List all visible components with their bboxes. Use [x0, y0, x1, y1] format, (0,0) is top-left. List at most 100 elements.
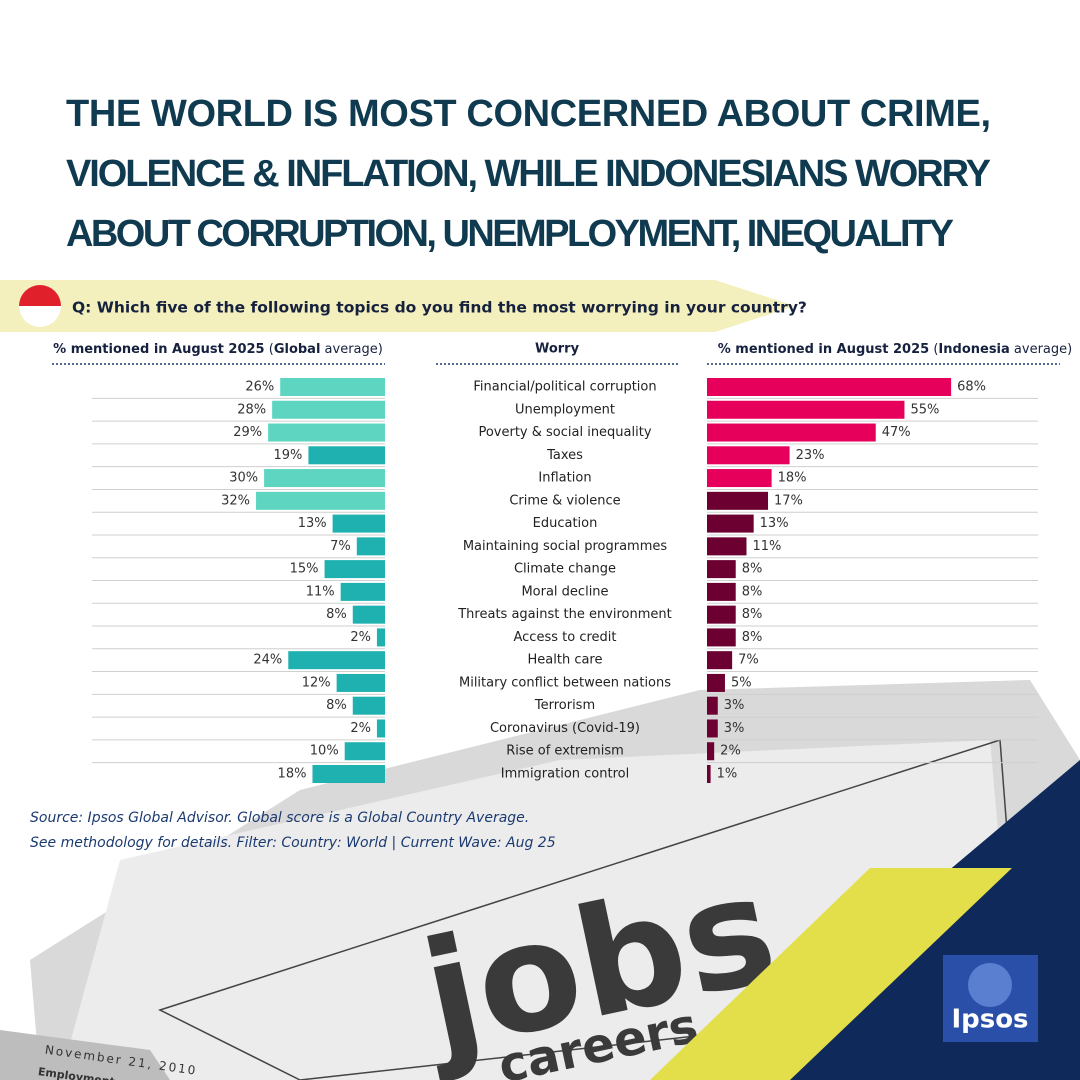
- bar: [336, 673, 385, 692]
- category-label: Health care: [528, 653, 603, 668]
- source-note: See methodology for details. Filter: Cou…: [30, 835, 556, 851]
- value-label: 12%: [302, 675, 331, 690]
- value-label: 17%: [774, 493, 803, 508]
- category-label: Moral decline: [521, 584, 608, 599]
- value-label: 8%: [742, 562, 763, 577]
- category-label: Crime & violence: [509, 493, 620, 508]
- logo-figure: [968, 963, 1012, 1007]
- bar: [707, 628, 736, 647]
- source-note: Source: Ipsos Global Advisor. Global sco…: [30, 810, 529, 826]
- logo-text: Ipsos: [951, 1005, 1028, 1035]
- bar: [707, 719, 718, 738]
- yellow-stripe: [650, 868, 1012, 1080]
- title-line: VIOLENCE & INFLATION, WHILE INDONESIANS …: [66, 153, 991, 195]
- bar: [308, 446, 385, 465]
- bar: [376, 628, 385, 647]
- value-label: 1%: [717, 767, 738, 782]
- value-label: 2%: [350, 630, 371, 645]
- bar: [376, 719, 385, 738]
- value-label: 2%: [720, 744, 741, 759]
- value-label: 8%: [742, 630, 763, 645]
- value-label: 7%: [738, 653, 759, 668]
- bar: [268, 423, 385, 442]
- bar: [707, 423, 876, 442]
- bar: [280, 378, 385, 396]
- value-label: 8%: [326, 698, 347, 713]
- bar: [707, 446, 790, 465]
- category-label: Access to credit: [514, 630, 617, 645]
- bar: [707, 514, 754, 533]
- bar: [707, 605, 736, 624]
- bar: [344, 742, 385, 761]
- value-label: 11%: [306, 584, 335, 599]
- bar: [707, 582, 736, 601]
- question: Q: Which five of the following topics do…: [72, 299, 807, 317]
- category-label: Maintaining social programmes: [463, 539, 668, 554]
- bar: [332, 514, 385, 533]
- bar: [707, 378, 952, 396]
- value-label: 5%: [731, 675, 752, 690]
- value-label: 26%: [245, 380, 274, 395]
- value-label: 10%: [310, 744, 339, 759]
- bar: [264, 469, 385, 488]
- category-label: Rise of extremism: [506, 744, 624, 759]
- value-label: 13%: [760, 516, 789, 531]
- value-label: 13%: [298, 516, 327, 531]
- value-label: 8%: [742, 584, 763, 599]
- category-label: Inflation: [538, 471, 591, 486]
- flag-red: [19, 285, 61, 306]
- category-label: Military conflict between nations: [459, 675, 671, 690]
- bar: [707, 560, 736, 579]
- value-label: 55%: [910, 402, 939, 417]
- value-label: 18%: [278, 767, 307, 782]
- category-label: Immigration control: [501, 767, 629, 782]
- header-part: % mentioned in August 2025: [718, 342, 929, 357]
- column-header: Worry: [535, 342, 580, 357]
- category-label: Terrorism: [534, 698, 595, 713]
- bar: [707, 651, 733, 670]
- value-label: 47%: [882, 425, 911, 440]
- header-part: (: [265, 342, 274, 357]
- category-label: Poverty & social inequality: [478, 425, 651, 440]
- value-label: 11%: [752, 539, 781, 554]
- category-label: Taxes: [546, 448, 583, 463]
- header-part: (: [929, 342, 938, 357]
- bar: [352, 605, 385, 624]
- bar: [707, 469, 772, 488]
- series-header: % mentioned in August 2025 (Global avera…: [53, 342, 383, 357]
- value-label: 24%: [253, 653, 282, 668]
- bar: [707, 696, 718, 715]
- value-label: 19%: [274, 448, 303, 463]
- header-part: Indonesia: [938, 342, 1009, 357]
- title-line: ABOUT CORRUPTION, UNEMPLOYMENT, INEQUALI…: [66, 213, 954, 255]
- value-label: 28%: [237, 402, 266, 417]
- title-line: THE WORLD IS MOST CONCERNED ABOUT CRIME,: [66, 93, 991, 135]
- category-label: Coronavirus (Covid-19): [490, 721, 640, 736]
- bar: [272, 400, 385, 419]
- header-part: average): [320, 342, 382, 357]
- bar: [707, 491, 769, 510]
- value-label: 3%: [724, 698, 745, 713]
- header-part: Global: [274, 342, 321, 357]
- value-label: 7%: [330, 539, 351, 554]
- bar: [352, 696, 385, 715]
- bar: [707, 400, 905, 419]
- value-label: 68%: [957, 380, 986, 395]
- value-label: 29%: [233, 425, 262, 440]
- paper-corner: [0, 1030, 170, 1080]
- value-label: 32%: [221, 493, 250, 508]
- bar: [324, 560, 385, 579]
- value-label: 30%: [229, 471, 258, 486]
- bar: [707, 742, 715, 761]
- bar: [256, 491, 385, 510]
- category-label: Education: [533, 516, 598, 531]
- bar: [356, 537, 385, 556]
- bar: [707, 673, 725, 692]
- bar: [312, 765, 385, 783]
- value-label: 3%: [724, 721, 745, 736]
- bar: [340, 582, 385, 601]
- category-label: Unemployment: [515, 402, 615, 417]
- value-label: 8%: [742, 607, 763, 622]
- bar: [288, 651, 385, 670]
